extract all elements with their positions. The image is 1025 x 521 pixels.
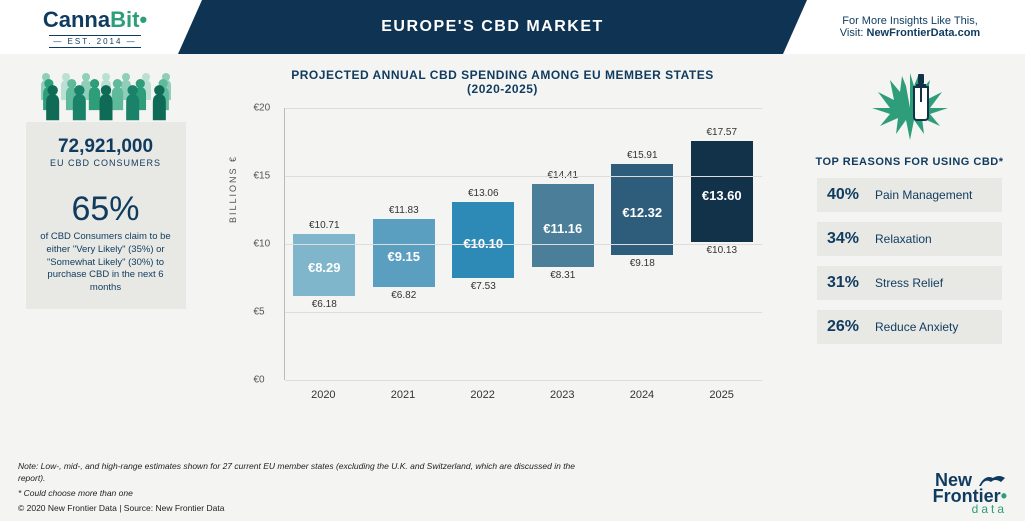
bar-high-label: €17.57: [689, 127, 755, 138]
bar-low-label: €7.53: [450, 281, 516, 292]
leaf-bottle-icon: [860, 68, 960, 150]
reason-pct: 40%: [827, 186, 875, 204]
copyright: © 2020 New Frontier Data | Source: New F…: [18, 503, 598, 515]
y-tick: €10: [254, 239, 271, 250]
reason-row: 34%Relaxation: [817, 222, 1002, 256]
y-tick: €20: [254, 103, 271, 114]
bar-high-label: €11.83: [371, 205, 437, 216]
insight-link[interactable]: NewFrontierData.com: [867, 27, 981, 39]
bar-low-label: €8.31: [530, 270, 596, 281]
bar-high-label: €10.71: [291, 220, 357, 231]
note1: Note: Low-, mid-, and high-range estimat…: [18, 461, 598, 485]
logo-main: Canna: [43, 7, 110, 32]
note2: * Could choose more than one: [18, 488, 598, 500]
bar-high-label: €15.91: [609, 150, 675, 161]
right-column: TOP REASONS FOR USING CBD* 40%Pain Manag…: [812, 64, 1007, 470]
page-title: EUROPE'S CBD MARKET: [178, 0, 807, 54]
bar-mid-label: €12.32: [609, 205, 675, 220]
chart-column: PROJECTED ANNUAL CBD SPENDING AMONG EU M…: [193, 64, 812, 470]
x-category: 2021: [370, 384, 436, 408]
y-tick: €0: [254, 375, 265, 386]
reason-row: 26%Reduce Anxiety: [817, 310, 1002, 344]
logo-est: — EST. 2014 —: [49, 35, 140, 48]
bar-mid-label: €11.16: [530, 221, 596, 236]
logo-accent: Bit: [110, 7, 139, 32]
footnotes: Note: Low-, mid-, and high-range estimat…: [18, 461, 598, 515]
chart-area: BILLIONS € €10.71€8.29€6.18€11.83€9.15€6…: [238, 98, 768, 408]
reason-pct: 31%: [827, 274, 875, 292]
reason-label: Relaxation: [875, 232, 932, 246]
reason-pct: 34%: [827, 230, 875, 248]
logo: CannaBit• — EST. 2014 —: [0, 0, 190, 54]
likely-pct: 65%: [36, 190, 176, 229]
y-axis-label: BILLIONS €: [228, 155, 238, 223]
reasons-title: TOP REASONS FOR USING CBD*: [815, 156, 1003, 168]
reason-pct: 26%: [827, 318, 875, 336]
x-axis: 2020 2021 2022 2023 2024 2025: [284, 384, 762, 408]
y-tick: €15: [254, 171, 271, 182]
reason-row: 31%Stress Relief: [817, 266, 1002, 300]
x-category: 2023: [529, 384, 595, 408]
left-column: 72,921,000 EU CBD CONSUMERS 65% of CBD C…: [18, 64, 193, 470]
consumers-number: 72,921,000: [36, 136, 176, 158]
x-category: 2022: [450, 384, 516, 408]
reason-label: Pain Management: [875, 188, 972, 202]
people-icon: [26, 64, 186, 122]
bar-mid-label: €9.15: [371, 249, 437, 264]
chart-title: PROJECTED ANNUAL CBD SPENDING AMONG EU M…: [291, 68, 713, 96]
bar-mid-label: €13.60: [689, 188, 755, 203]
plot: €10.71 €8.29 €6.18 €11.83 €9.15 €6.82 €13.06 €1…: [284, 108, 762, 380]
x-category: 2024: [609, 384, 675, 408]
likely-desc: of CBD Consumers claim to be either "Ver…: [36, 231, 176, 295]
bar-low-label: €9.18: [609, 258, 675, 269]
bar-low-label: €6.18: [291, 299, 357, 310]
header: CannaBit• — EST. 2014 — EUROPE'S CBD MAR…: [0, 0, 1025, 54]
insight-line2: Visit: NewFrontierData.com: [840, 27, 980, 39]
bar-high-label: €13.06: [450, 188, 516, 199]
bar-mid-label: €8.29: [291, 260, 357, 275]
reason-label: Reduce Anxiety: [875, 320, 958, 334]
reasons-list: 40%Pain Management 34%Relaxation 31%Stress…: [817, 178, 1002, 354]
logo-text: CannaBit•: [43, 7, 147, 33]
bar-low-label: €10.13: [689, 245, 755, 256]
insight-callout: For More Insights Like This, Visit: NewF…: [795, 0, 1025, 54]
y-tick: €5: [254, 307, 265, 318]
new-frontier-logo: New Frontier• data: [933, 472, 1007, 515]
x-category: 2025: [689, 384, 755, 408]
insight-line1: For More Insights Like This,: [842, 15, 978, 27]
x-category: 2020: [290, 384, 356, 408]
consumers-label: EU CBD CONSUMERS: [36, 158, 176, 168]
reason-label: Stress Relief: [875, 276, 943, 290]
reason-row: 40%Pain Management: [817, 178, 1002, 212]
stat-panel: 72,921,000 EU CBD CONSUMERS 65% of CBD C…: [26, 122, 186, 309]
footer: Note: Low-, mid-, and high-range estimat…: [18, 461, 1007, 515]
bar-low-label: €6.82: [371, 290, 437, 301]
main: 72,921,000 EU CBD CONSUMERS 65% of CBD C…: [0, 54, 1025, 474]
